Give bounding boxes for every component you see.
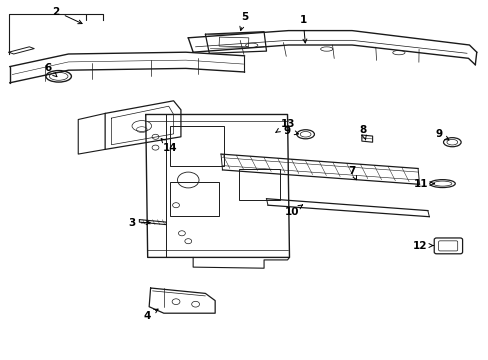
Text: 2: 2 (53, 6, 82, 24)
Text: 13: 13 (275, 119, 295, 132)
Text: 8: 8 (359, 125, 366, 140)
Text: 14: 14 (161, 139, 177, 153)
Bar (219, 37, 248, 47)
Text: 5: 5 (240, 12, 247, 31)
Bar (238, 169, 280, 200)
Bar (170, 182, 219, 216)
Text: 9: 9 (284, 126, 298, 136)
Text: 6: 6 (44, 63, 57, 77)
Text: 10: 10 (285, 205, 302, 217)
Bar (170, 126, 224, 166)
Text: 4: 4 (142, 309, 158, 321)
Text: 12: 12 (412, 240, 432, 251)
Text: 7: 7 (347, 166, 356, 180)
Text: 11: 11 (413, 179, 433, 189)
Text: 9: 9 (435, 129, 448, 140)
Text: 1: 1 (299, 15, 306, 43)
Text: 3: 3 (128, 218, 150, 228)
